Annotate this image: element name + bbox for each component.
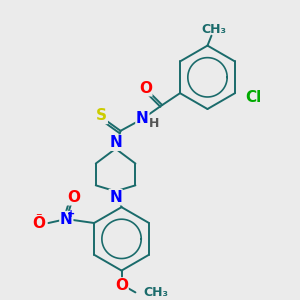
Text: N: N (60, 212, 73, 226)
Text: CH₃: CH₃ (201, 23, 226, 36)
Text: H: H (149, 117, 159, 130)
Text: N: N (136, 111, 149, 126)
Text: S: S (96, 109, 107, 124)
Text: ⁻: ⁻ (35, 211, 42, 224)
Text: CH₃: CH₃ (143, 286, 168, 299)
Text: N: N (109, 190, 122, 205)
Text: +: + (67, 209, 75, 219)
Text: Cl: Cl (245, 90, 261, 105)
Text: O: O (139, 81, 152, 96)
Text: O: O (32, 215, 46, 230)
Text: N: N (109, 135, 122, 150)
Text: O: O (115, 278, 128, 293)
Text: O: O (67, 190, 80, 205)
